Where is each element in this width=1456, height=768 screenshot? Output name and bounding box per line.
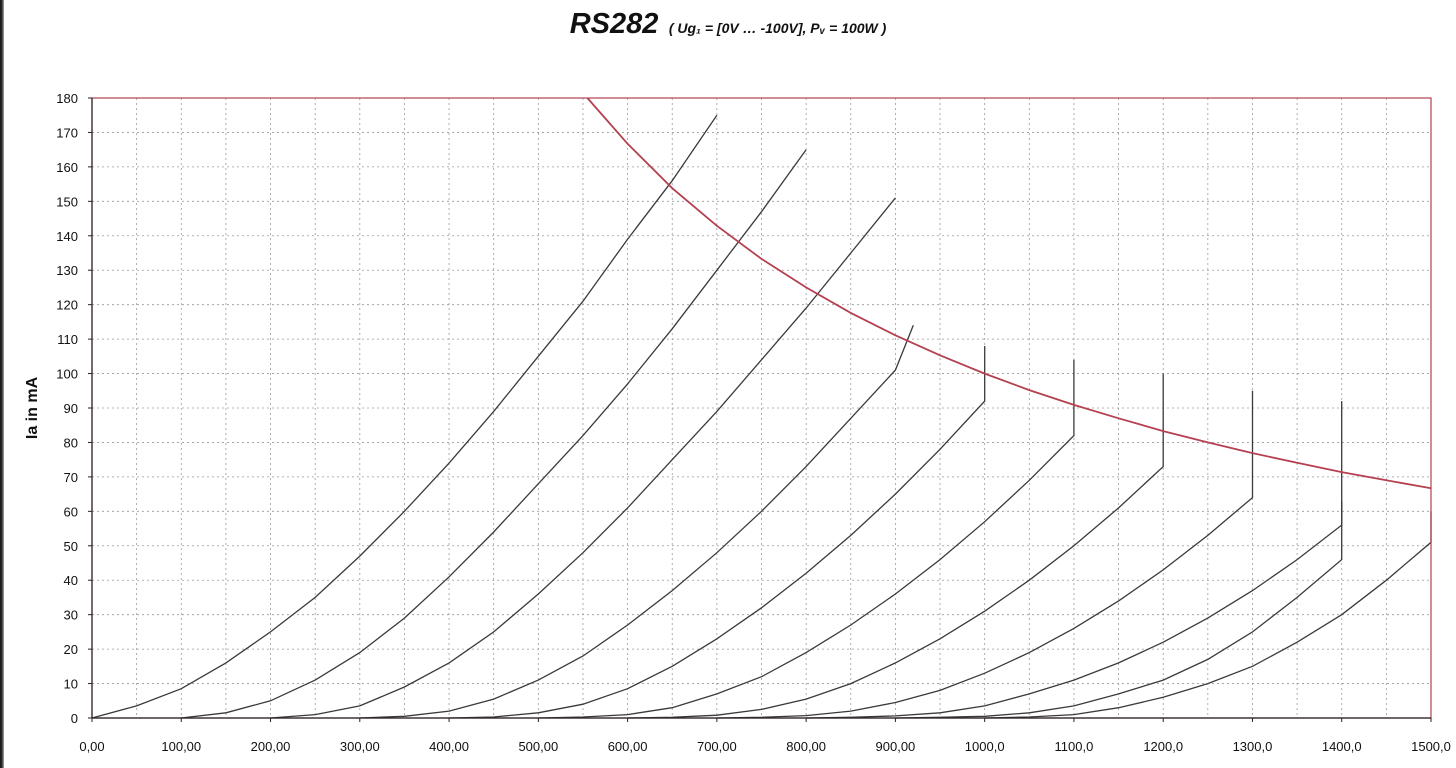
x-tick-label: 500,00 [518, 739, 558, 754]
y-tick-label: 70 [64, 470, 78, 485]
grid [92, 98, 1431, 718]
x-tick-label: 0,00 [79, 739, 104, 754]
chart-title: RS282 ( Ug₁ = [0V … -100V], Pᵥ = 100W ) [0, 8, 1456, 41]
x-tick-label: 800,00 [786, 739, 826, 754]
power-limit-curve [586, 97, 1432, 490]
y-tick-label: 20 [64, 642, 78, 657]
y-tick-label: 80 [64, 435, 78, 450]
y-tick-label: 0 [71, 711, 78, 726]
x-tick-label: 100,00 [161, 739, 201, 754]
y-tick-label: 10 [64, 677, 78, 692]
x-tick-label: 900,00 [876, 739, 916, 754]
y-tick-label: 60 [64, 504, 78, 519]
x-tick-label: 1400,0 [1322, 739, 1362, 754]
y-tick-label: 170 [56, 125, 78, 140]
plate-curve-1 [91, 114, 718, 719]
y-tick-label: 100 [56, 367, 78, 382]
y-axis-label: Ia in mA [24, 376, 41, 439]
x-tick-label: 1000,0 [965, 739, 1005, 754]
plate-curve-4 [359, 325, 914, 719]
x-tick-label: 1300,0 [1233, 739, 1273, 754]
plate-curve-7 [627, 373, 1164, 719]
x-tick-label: 400,00 [429, 739, 469, 754]
plate-curve-2 [181, 149, 807, 719]
y-tick-label: 90 [64, 401, 78, 416]
plate-curve-3 [270, 197, 896, 719]
y-tick-label: 30 [64, 608, 78, 623]
y-axis-ticks: 0 10 20 30 40 50 60 70 80 90 100 110 120 130 140 150 160… [56, 91, 92, 726]
y-tick-label: 160 [56, 160, 78, 175]
x-tick-label: 1100,0 [1055, 739, 1094, 754]
x-tick-label: 1500,0 [1411, 739, 1451, 754]
y-tick-label: 50 [64, 539, 78, 554]
plate-curve-6 [538, 359, 1075, 719]
x-tick-label: 200,00 [251, 739, 291, 754]
x-tick-label: 300,00 [340, 739, 380, 754]
chart-title-subtitle: ( Ug₁ = [0V … -100V], Pᵥ = 100W ) [668, 20, 887, 36]
y-tick-label: 110 [57, 332, 78, 347]
plate-curve-10 [895, 501, 1343, 719]
y-tick-label: 130 [56, 263, 78, 278]
x-axis-ticks: 0,00 100,00 200,00 300,00 400,00 500,00 600,00… [79, 718, 1451, 754]
plate-curve-8 [716, 390, 1254, 719]
x-tick-label: 1200,0 [1143, 739, 1183, 754]
y-tick-label: 150 [56, 194, 78, 209]
x-tick-label: 600,00 [608, 739, 648, 754]
y-tick-label: 120 [56, 298, 78, 313]
x-tick-label: 700,00 [697, 739, 737, 754]
page-edge-shadow [0, 0, 4, 768]
y-tick-label: 140 [56, 229, 78, 244]
plate-curve-5 [449, 346, 986, 719]
y-tick-label: 180 [56, 91, 78, 106]
plate-curves [91, 114, 1432, 719]
max-dissipation-curve [586, 97, 1432, 490]
chart-title-main: RS282 [569, 8, 659, 40]
plate-curve-9 [806, 401, 1343, 719]
y-tick-label: 40 [64, 573, 78, 588]
plate-curve-11 [984, 511, 1432, 719]
